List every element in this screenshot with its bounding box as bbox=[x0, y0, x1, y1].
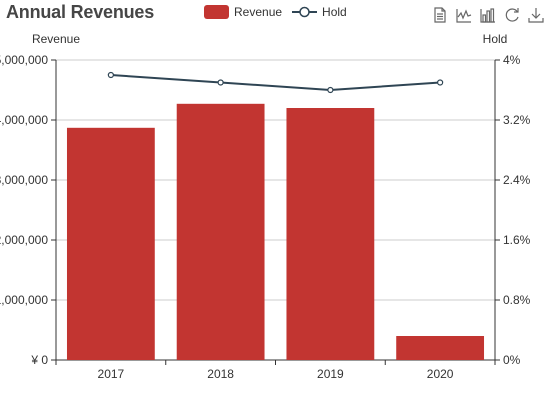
x-tick-label: 2020 bbox=[427, 367, 454, 381]
line-chart-icon bbox=[456, 9, 472, 23]
bar-2019 bbox=[286, 108, 375, 360]
restore-button[interactable] bbox=[502, 6, 522, 24]
y-left-tick-label: 2,000,000 bbox=[0, 233, 48, 247]
y-right-tick-label: 2.4% bbox=[503, 173, 531, 187]
y-right-tick-label: 0% bbox=[503, 353, 521, 367]
y-left-axis-name: Revenue bbox=[32, 32, 80, 46]
legend: Revenue Hold bbox=[204, 4, 347, 20]
data-view-button[interactable] bbox=[430, 6, 450, 24]
y-left-tick-label: 1,000,000 bbox=[0, 293, 48, 307]
bar-chart-button[interactable] bbox=[478, 6, 498, 24]
x-tick-label: 2018 bbox=[207, 367, 234, 381]
y-left-tick-label: 3,000,000 bbox=[0, 173, 48, 187]
hold-point-2018 bbox=[217, 79, 224, 86]
chart-title: Annual Revenues bbox=[6, 2, 155, 22]
hold-point-2017 bbox=[107, 71, 114, 79]
hold-point-2019 bbox=[327, 86, 334, 94]
legend-label-revenue: Revenue bbox=[234, 5, 283, 19]
y-right-tick-label: 4% bbox=[503, 53, 521, 67]
y-left-tick-label: ¥ 0 bbox=[30, 353, 48, 367]
y-right-tick-label: 3.2% bbox=[503, 113, 531, 127]
y-right-tick-label: 1.6% bbox=[503, 233, 531, 247]
x-tick-label: 2019 bbox=[317, 367, 344, 381]
legend-item-hold[interactable]: Hold bbox=[282, 5, 347, 19]
download-button[interactable] bbox=[526, 6, 546, 24]
y-left-tick-label: 5,000,000 bbox=[0, 53, 48, 67]
hold-line bbox=[110, 74, 441, 92]
y-right-tick-label: 0.8% bbox=[503, 293, 531, 307]
legend-swatch-hold bbox=[292, 6, 318, 18]
bar-chart-icon bbox=[480, 8, 495, 23]
legend-item-revenue[interactable]: Revenue bbox=[204, 5, 282, 19]
restore-icon bbox=[505, 8, 519, 22]
line-chart-button[interactable] bbox=[454, 6, 474, 24]
toolbox bbox=[430, 6, 546, 24]
bar-2017 bbox=[66, 127, 155, 360]
y-right-axis-name: Hold bbox=[483, 32, 508, 46]
bar-2018 bbox=[176, 103, 265, 361]
legend-label-hold: Hold bbox=[322, 5, 347, 19]
x-tick-label: 2017 bbox=[98, 367, 125, 381]
bar-2020 bbox=[396, 336, 485, 360]
hold-point-2020 bbox=[437, 79, 444, 86]
y-left-tick-label: 4,000,000 bbox=[0, 113, 48, 127]
legend-swatch-revenue bbox=[204, 5, 229, 19]
data-view-icon bbox=[434, 7, 446, 23]
download-icon bbox=[528, 8, 544, 23]
